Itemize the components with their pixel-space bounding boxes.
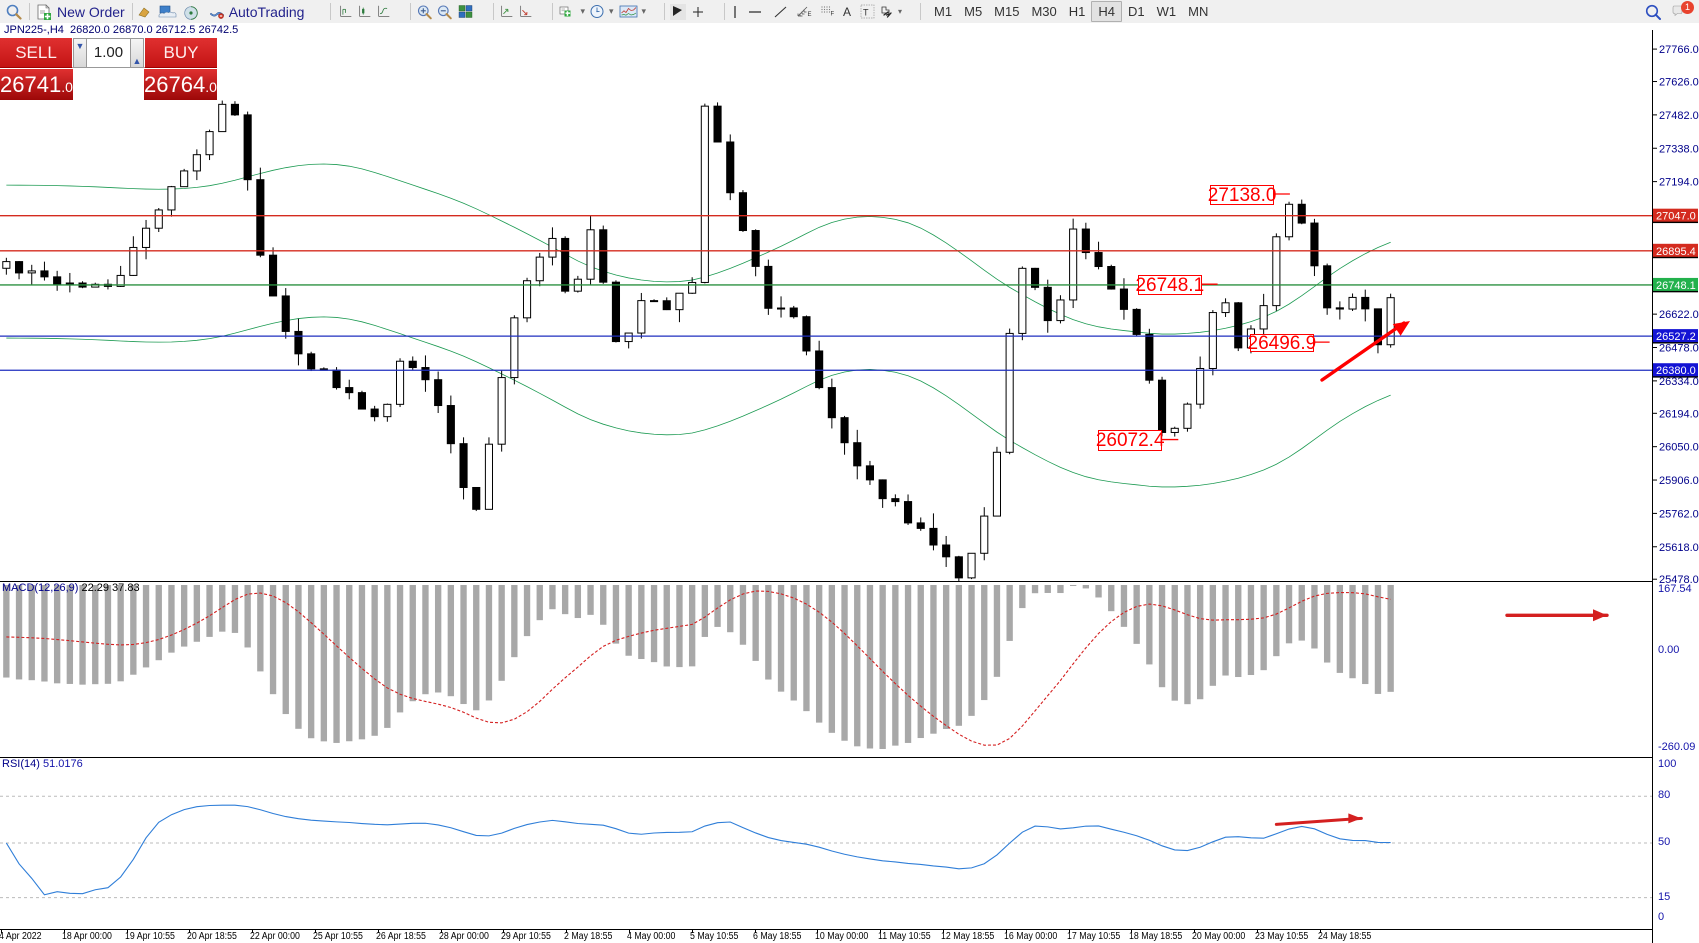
svg-text:26380.0: 26380.0 <box>1656 365 1696 377</box>
svg-text:27626.0: 27626.0 <box>1659 77 1699 89</box>
svg-text:F: F <box>831 11 835 17</box>
svg-text:25906.0: 25906.0 <box>1659 475 1699 487</box>
svg-text:27482.0: 27482.0 <box>1659 110 1699 122</box>
svg-text:26478.0: 26478.0 <box>1659 343 1699 355</box>
svg-text:T: T <box>863 7 869 17</box>
svg-text:27766.0: 27766.0 <box>1659 44 1699 56</box>
svg-text:25618.0: 25618.0 <box>1659 542 1699 554</box>
svg-text:27338.0: 27338.0 <box>1659 143 1699 155</box>
svg-text:26748.1: 26748.1 <box>1656 280 1696 292</box>
svg-text:26895.4: 26895.4 <box>1656 246 1696 258</box>
svg-text:E: E <box>808 12 812 18</box>
svg-text:26194.0: 26194.0 <box>1659 408 1699 420</box>
svg-text:26527.2: 26527.2 <box>1656 331 1696 343</box>
svg-text:25762.0: 25762.0 <box>1659 508 1699 520</box>
svg-text:A: A <box>843 5 851 19</box>
svg-text:27047.0: 27047.0 <box>1656 211 1696 223</box>
svg-text:26622.0: 26622.0 <box>1659 309 1699 321</box>
svg-text:26050.0: 26050.0 <box>1659 442 1699 454</box>
svg-text:27194.0: 27194.0 <box>1659 177 1699 189</box>
svg-text:26334.0: 26334.0 <box>1659 376 1699 388</box>
